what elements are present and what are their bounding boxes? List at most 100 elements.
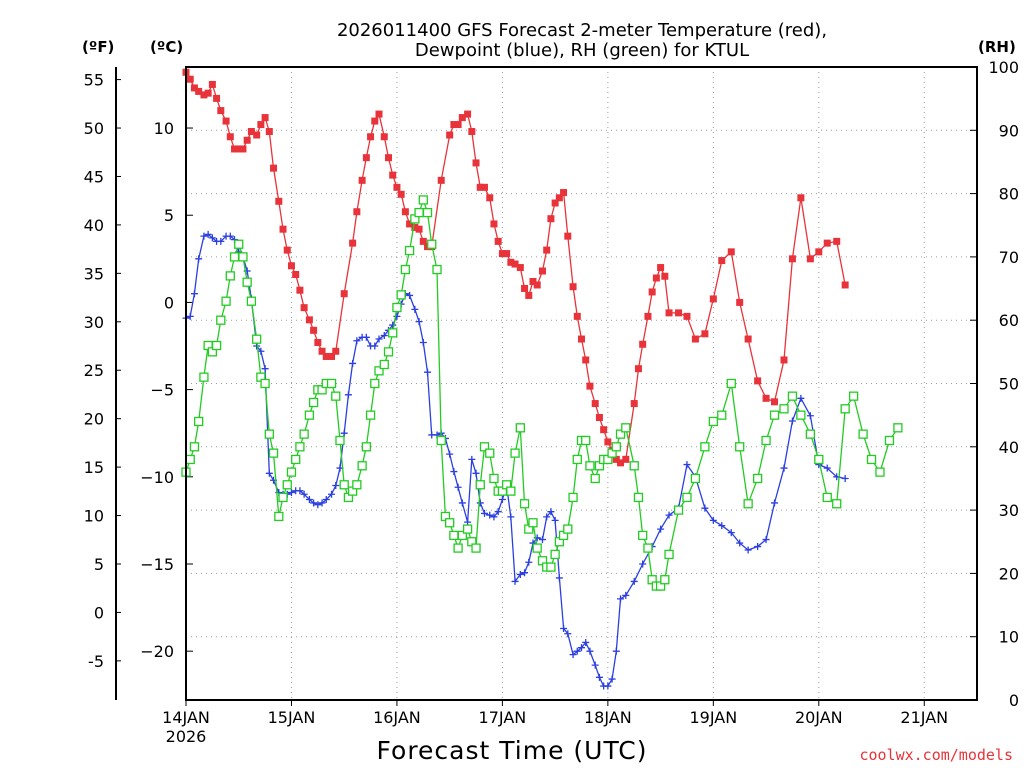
- rh-point: [475, 480, 485, 490]
- time-tick-label: 21JAN: [900, 708, 948, 727]
- rh-point: [629, 461, 639, 471]
- rh-point: [252, 334, 262, 344]
- temperature-point: [472, 159, 480, 167]
- rh-point: [234, 239, 244, 249]
- rh-tick-label: 60: [999, 311, 1019, 330]
- rh-point: [572, 454, 582, 465]
- dewpoint-line: [185, 233, 846, 687]
- dewpoint-point: [543, 513, 551, 521]
- dewpoint-point: [657, 525, 665, 533]
- rh-point: [528, 518, 538, 528]
- temperature-point: [564, 232, 572, 240]
- dewpoint-point: [332, 482, 340, 490]
- rh-point: [822, 492, 832, 503]
- temperature-point: [222, 117, 230, 125]
- temperature-point: [283, 246, 291, 254]
- temperature-point: [661, 272, 669, 280]
- dewpoint-point: [604, 682, 612, 690]
- temperature-point: [516, 264, 524, 272]
- rh-line: [185, 197, 899, 587]
- temperature-point: [217, 107, 225, 115]
- temperature-point: [208, 80, 216, 88]
- temperature-point: [622, 455, 630, 463]
- temperature-point: [533, 281, 541, 289]
- temperature-point: [498, 250, 506, 258]
- dewpoint-point: [683, 461, 691, 469]
- temperature-point: [823, 239, 831, 247]
- celsius-unit-label: (ºC): [150, 38, 183, 56]
- temperature-point: [393, 183, 401, 191]
- temperature-point: [573, 312, 581, 320]
- rh-point: [299, 429, 309, 439]
- dewpoint-point: [538, 536, 546, 544]
- celsius-tick-label: 0: [164, 293, 174, 312]
- temperature-point: [243, 136, 251, 144]
- rh-point: [274, 511, 284, 522]
- rh-point: [840, 404, 850, 414]
- dewpoint-point: [380, 332, 388, 340]
- dewpoint-point: [265, 469, 273, 477]
- rh-point: [893, 423, 903, 433]
- rh-point: [370, 378, 380, 389]
- temperature-point: [296, 286, 304, 294]
- dewpoint-point: [595, 673, 603, 681]
- dewpoint-point: [349, 359, 357, 367]
- temperature-point: [464, 110, 472, 118]
- time-tick-label: 14JAN: [162, 708, 210, 727]
- temperature-point: [815, 248, 823, 256]
- rh-point: [392, 302, 402, 313]
- dewpoint-point: [551, 516, 559, 524]
- rh-point: [229, 252, 240, 262]
- dewpoint-point: [296, 487, 304, 495]
- dewpoint-point: [701, 504, 709, 512]
- rh-point: [194, 416, 204, 427]
- rh-point: [479, 442, 490, 452]
- temperature-point: [591, 400, 599, 408]
- temperature-point: [353, 208, 361, 216]
- fahrenheit-tick-label: 25: [84, 361, 104, 380]
- rh-point: [633, 492, 644, 503]
- dewpoint-point: [608, 675, 616, 683]
- dewpoint-point: [511, 577, 519, 585]
- rh-point: [779, 404, 789, 414]
- temperature-point: [358, 176, 366, 184]
- dewpoint-point: [498, 495, 506, 503]
- dewpoint-point: [393, 312, 401, 320]
- temperature-point: [797, 194, 805, 202]
- dewpoint-point: [780, 464, 788, 472]
- rh-point: [848, 391, 859, 401]
- temperature-point: [727, 248, 735, 256]
- rh-point: [462, 524, 473, 534]
- celsius-tick-label: 10: [154, 119, 174, 138]
- temperature-point: [841, 281, 849, 289]
- rh-point: [352, 480, 362, 490]
- temperature-point: [634, 365, 642, 373]
- fahrenheit-tick-label: 5: [94, 555, 104, 574]
- dewpoint-point: [458, 499, 466, 507]
- temperature-point: [480, 183, 488, 191]
- dewpoint-point: [186, 312, 194, 320]
- temperature-point: [639, 340, 647, 348]
- dewpoint-point: [622, 591, 630, 599]
- time-tick-label: 19JAN: [689, 708, 737, 727]
- rh-point: [519, 499, 530, 509]
- rh-tick-label: 90: [999, 121, 1019, 140]
- temperature-point: [600, 426, 608, 434]
- temperature-point: [384, 154, 392, 162]
- rh-point: [510, 448, 520, 458]
- rh-point: [422, 207, 433, 218]
- fahrenheit-tick-label: -5: [88, 652, 104, 671]
- rh-point: [418, 195, 428, 205]
- rh-point: [185, 454, 195, 465]
- dewpoint-point: [375, 335, 383, 343]
- time-tick-label: 20JAN: [795, 708, 843, 727]
- rh-point: [690, 473, 701, 484]
- temperature-point: [718, 257, 726, 265]
- temperature-point: [275, 197, 283, 205]
- dewpoint-point: [406, 291, 414, 299]
- temperature-point: [547, 215, 555, 223]
- temperature-point: [630, 400, 638, 408]
- temperature-point: [538, 267, 546, 275]
- temperature-point: [200, 91, 208, 99]
- rh-point: [866, 454, 877, 465]
